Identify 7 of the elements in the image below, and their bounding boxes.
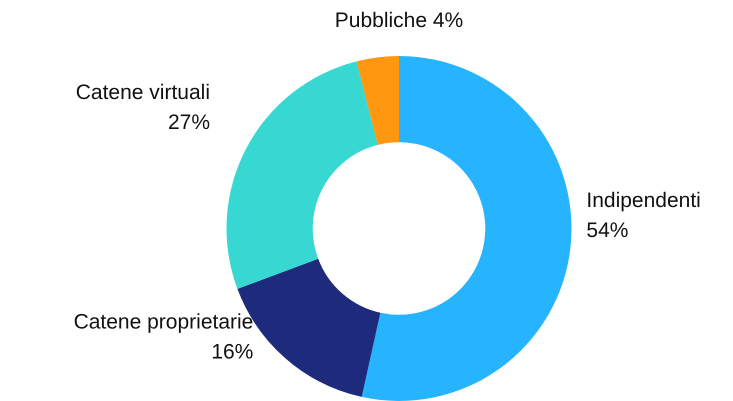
slice-label: Pubbliche 4%	[334, 8, 464, 32]
data-label: 16%	[211, 340, 254, 364]
slice-label: Catene proprietarie	[74, 310, 254, 334]
slice-label: Catene virtuali	[76, 80, 210, 104]
slice-label: Indipendenti	[586, 188, 701, 212]
data-label: 54%	[586, 218, 628, 242]
data-label: 27%	[168, 110, 210, 134]
